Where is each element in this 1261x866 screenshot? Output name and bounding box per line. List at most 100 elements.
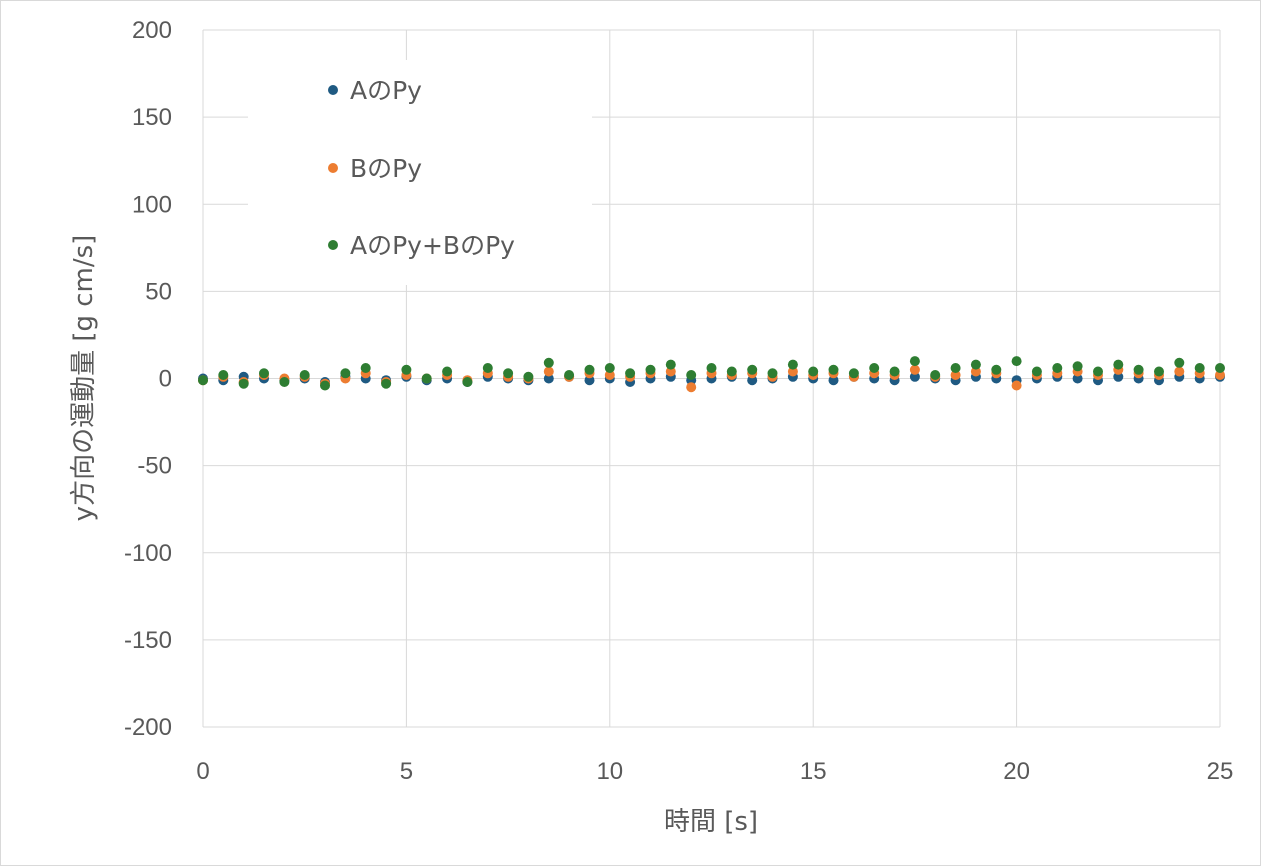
y-tick-label: -50 — [137, 453, 172, 480]
series-3-point — [360, 363, 371, 373]
series-2-point — [665, 366, 676, 377]
y-tick-label: -150 — [124, 627, 172, 654]
series-3-point — [645, 364, 656, 375]
series-3-point — [1031, 366, 1042, 377]
series-2-point — [970, 366, 981, 377]
y-tick-label: 150 — [132, 104, 172, 131]
legend-marker — [328, 163, 338, 173]
series-3-point — [320, 380, 330, 391]
x-tick-label: 5 — [400, 758, 413, 785]
series-2-point — [950, 370, 961, 380]
series-1-point — [828, 375, 839, 386]
series-3-point — [828, 364, 839, 375]
plot-area — [198, 356, 1225, 393]
legend-label: AのPy — [350, 76, 422, 105]
series-3-point — [889, 366, 900, 377]
series-3-point — [869, 363, 880, 373]
series-3-point — [604, 363, 615, 373]
series-2-point — [1011, 380, 1022, 391]
series-3-point — [706, 363, 717, 373]
legend-marker — [328, 85, 338, 95]
series-3-point — [1154, 366, 1164, 377]
series-3-point — [218, 370, 229, 380]
series-3-point — [930, 370, 941, 380]
series-3-point — [1072, 361, 1083, 372]
series-2-point — [686, 382, 697, 393]
series-1-point — [1113, 371, 1124, 382]
series-3-point — [1011, 356, 1022, 367]
y-axis-ticks: 200 150 100 50 0 -50 -100 -150 -200 — [124, 17, 172, 741]
series-3-point — [279, 377, 290, 387]
series-3-point — [1194, 363, 1205, 373]
series-3-point — [381, 378, 392, 389]
series-3-point — [1133, 364, 1144, 375]
series-3-point — [991, 364, 1002, 375]
series-3-point — [665, 359, 676, 370]
series-3-point — [726, 366, 737, 377]
y-tick-label: 0 — [159, 366, 172, 393]
series-3-point — [808, 366, 819, 377]
legend-label: BのPy — [350, 154, 422, 183]
series-3-point — [1052, 363, 1063, 373]
series-3-point — [970, 359, 981, 370]
series-3-point — [238, 378, 249, 389]
x-axis-ticks: 0 5 10 15 20 25 — [196, 758, 1233, 785]
series-1-point — [909, 371, 920, 382]
series-2-point — [1174, 366, 1185, 377]
series-3-point — [1093, 366, 1103, 377]
series-3-point — [462, 377, 473, 387]
series-3-point — [523, 371, 534, 382]
series-3-point — [442, 366, 453, 377]
series-3-point — [767, 368, 778, 379]
legend-label: AのPy+BのPy — [350, 231, 515, 260]
y-tick-label: -200 — [124, 714, 172, 741]
series-3-point — [543, 357, 554, 368]
series-3-point — [564, 370, 575, 380]
y-tick-label: 100 — [132, 191, 172, 218]
series-1-point — [584, 375, 595, 386]
series-3-point — [401, 364, 412, 375]
series-3 — [198, 356, 1225, 391]
series-3-point — [340, 368, 351, 379]
series-3-point — [299, 370, 310, 380]
series-3-point — [909, 356, 920, 367]
series-3-point — [787, 359, 798, 370]
series-3-point — [848, 368, 859, 379]
series-3-point — [259, 368, 269, 379]
series-3-point — [1174, 357, 1185, 368]
series-2-point — [543, 366, 554, 377]
series-1-point — [1072, 373, 1083, 384]
legend: AのPy BのPy AのPy+BのPy — [328, 76, 515, 260]
x-tick-label: 10 — [596, 758, 623, 785]
series-3-point — [747, 364, 758, 375]
series-3-point — [1215, 363, 1225, 373]
series-1-point — [747, 375, 758, 386]
series-3-point — [503, 368, 514, 379]
series-2-point — [787, 366, 798, 377]
series-3-point — [198, 375, 208, 386]
legend-background — [248, 60, 592, 285]
series-2-point — [604, 370, 615, 380]
x-tick-label: 20 — [1003, 758, 1030, 785]
series-3-point — [686, 370, 697, 380]
series-3-point — [421, 373, 432, 384]
series-3-point — [625, 368, 636, 379]
x-tick-label: 25 — [1207, 758, 1234, 785]
y-tick-label: 50 — [145, 278, 172, 305]
y-axis-title: y方向の運動量 [g cm/s] — [69, 235, 99, 522]
series-3-point — [1113, 359, 1124, 370]
x-tick-label: 15 — [800, 758, 827, 785]
series-3-point — [950, 363, 961, 373]
x-tick-label: 0 — [196, 758, 209, 785]
y-tick-label: 200 — [132, 17, 172, 44]
series-2-point — [909, 364, 920, 375]
legend-marker — [328, 240, 338, 250]
x-axis-title: 時間 [s] — [664, 807, 758, 837]
series-1-point — [543, 373, 554, 384]
series-3-point — [482, 363, 493, 373]
y-tick-label: -100 — [124, 540, 172, 567]
series-3-point — [584, 364, 595, 375]
series-2-point — [1215, 370, 1225, 380]
